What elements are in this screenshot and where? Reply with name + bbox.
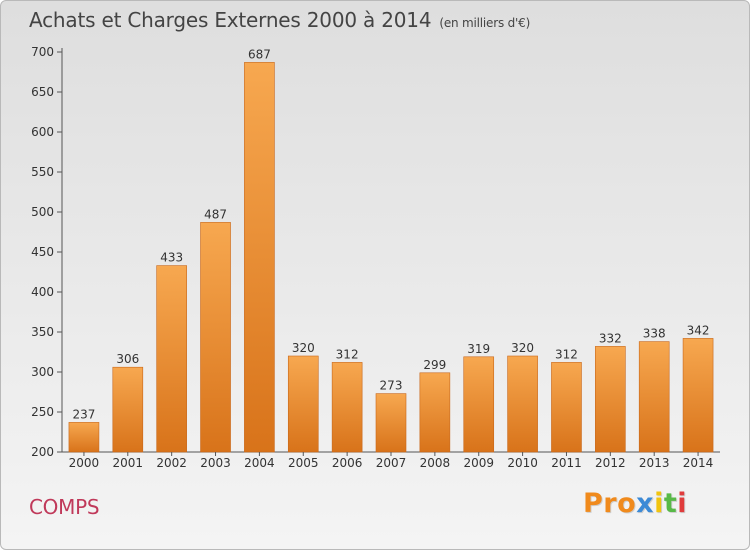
- bar-value-label: 338: [643, 327, 666, 341]
- bar: [682, 338, 714, 453]
- chart-title-text: Achats et Charges Externes 2000 à 2014: [29, 8, 432, 32]
- x-tick-label: 2002: [156, 456, 187, 470]
- bar: [200, 222, 231, 453]
- bar-value-label: 319: [467, 342, 490, 356]
- bar-value-label: 312: [555, 347, 578, 361]
- y-tick-label: 350: [31, 325, 54, 339]
- chart-subtitle: (en milliers d'€): [439, 16, 531, 30]
- bar-value-label: 312: [336, 347, 359, 361]
- bar-value-label: 487: [204, 207, 227, 221]
- x-tick-label: 2012: [595, 456, 626, 470]
- bar-value-label: 299: [423, 358, 446, 372]
- bar-value-label: 320: [292, 341, 315, 355]
- logo-part-2: x: [636, 488, 655, 519]
- bar: [419, 372, 451, 453]
- x-tick-label: 2011: [551, 456, 582, 470]
- x-tick-label: 2010: [507, 456, 538, 470]
- bar-value-label: 237: [72, 407, 95, 421]
- bar-value-label: 320: [511, 341, 534, 355]
- bar: [375, 393, 407, 453]
- bar: [68, 422, 100, 453]
- y-tick-label: 250: [31, 405, 54, 419]
- y-tick-label: 450: [31, 245, 54, 259]
- bar: [244, 62, 275, 453]
- bar: [551, 362, 582, 453]
- y-tick-label: 500: [31, 205, 54, 219]
- bar: [638, 341, 670, 453]
- chart-title: Achats et Charges Externes 2000 à 2014 (e…: [29, 8, 530, 32]
- bar-value-label: 332: [599, 331, 622, 345]
- logo-part-4: t: [663, 488, 678, 519]
- x-tick-label: 2014: [683, 456, 714, 470]
- bar: [331, 362, 363, 453]
- x-tick-label: 2003: [200, 456, 231, 470]
- bar: [595, 346, 626, 453]
- x-tick-label: 2004: [244, 456, 275, 470]
- x-tick-label: 2007: [376, 456, 407, 470]
- bar-value-label: 273: [380, 379, 403, 393]
- x-tick-label: 2009: [463, 456, 494, 470]
- logo-part-5: i: [677, 488, 688, 519]
- bar-value-label: 687: [248, 47, 271, 61]
- bar: [156, 265, 187, 453]
- x-tick-label: 2001: [113, 456, 144, 470]
- x-tick-label: 2005: [288, 456, 319, 470]
- logo-part-3: i: [654, 488, 664, 519]
- y-tick-label: 550: [31, 165, 54, 179]
- logo-part-1: Pro: [583, 488, 637, 519]
- proxiti-logo[interactable]: Proxiti: [583, 488, 687, 519]
- y-tick-label: 650: [31, 85, 54, 99]
- town-name: COMPS: [29, 495, 100, 519]
- y-tick-label: 600: [31, 125, 54, 139]
- y-tick-label: 300: [31, 365, 54, 379]
- bar: [112, 366, 144, 453]
- bar: [507, 355, 538, 453]
- x-tick-label: 2013: [639, 456, 670, 470]
- bar: [287, 355, 319, 453]
- x-tick-label: 2006: [332, 456, 363, 470]
- bar: [463, 356, 495, 453]
- y-tick-label: 400: [31, 285, 54, 299]
- y-tick-label: 700: [31, 45, 54, 59]
- x-tick-label: 2000: [69, 456, 100, 470]
- x-tick-label: 2008: [420, 456, 451, 470]
- y-tick-label: 200: [31, 445, 54, 459]
- bar-value-label: 306: [116, 352, 139, 366]
- bar-value-label: 433: [160, 251, 183, 265]
- bar-value-label: 342: [687, 323, 710, 337]
